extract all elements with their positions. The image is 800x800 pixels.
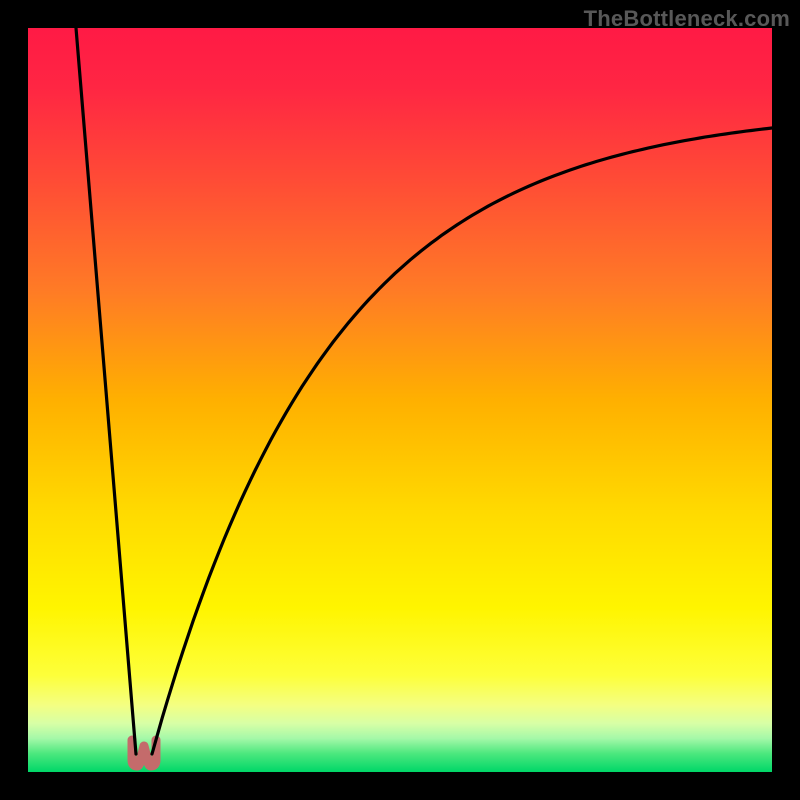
plot-area	[28, 28, 772, 772]
chart-frame: TheBottleneck.com	[0, 0, 800, 800]
curve-layer	[28, 28, 772, 772]
curve-right-branch	[152, 128, 772, 754]
curve-left-branch	[76, 28, 136, 754]
